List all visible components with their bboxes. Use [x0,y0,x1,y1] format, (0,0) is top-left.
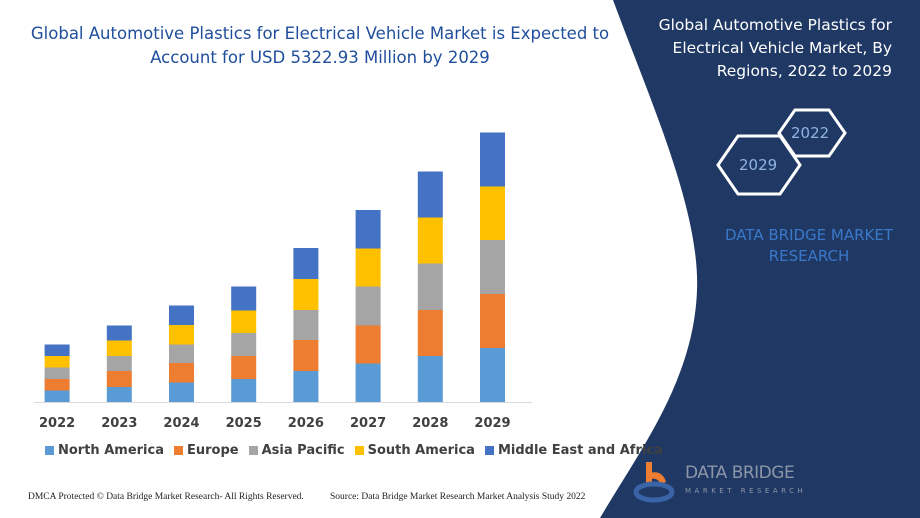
stacked-bar-chart: 2022 2023 2024 2025 2026 2027 2028 2029 [34,132,532,431]
footer-source: Source: Data Bridge Market Research Mark… [330,492,586,502]
bar-segment-2023-europe [106,371,132,387]
bar-segment-2026-middle-east-and-africa [293,248,319,279]
bar-segment-2029-asia-pacific [480,240,505,294]
bar-segment-2028-asia-pacific [417,263,443,310]
bar-segment-2024-north-america [169,382,194,402]
x-tick-label: 2023 [101,416,137,431]
bar-segment-2026-south-america [293,279,319,310]
bar-segment-2026-europe [293,340,319,371]
legend-label: Asia Pacific [261,443,345,458]
legend-swatch [45,446,54,455]
hexagon-2022 [777,108,847,158]
logo-subtitle: MARKET RESEARCH [685,487,807,495]
logo-name: DATA BRIDGE [685,463,795,483]
bar-segment-2022-south-america [44,356,70,368]
legend-item: Europe [174,443,239,458]
bar-segment-2022-europe [44,379,70,391]
footer-copyright: DMCA Protected © Data Bridge Market Rese… [28,492,304,502]
bar-segment-2025-north-america [231,379,257,402]
bar-segment-2024-asia-pacific [169,344,194,363]
bar-segment-2028-europe [417,310,443,356]
bar-segment-2023-asia-pacific [106,356,132,371]
bar-segment-2024-middle-east-and-africa [169,305,194,325]
bar-segment-2022-north-america [44,390,70,402]
legend-swatch [248,446,258,455]
hex-label-2029: 2029 [739,156,778,174]
page-title: Global Automotive Plastics for Electrica… [30,24,610,67]
x-tick-label: 2025 [226,416,262,431]
hex-label-2022: 2022 [791,124,830,142]
x-tick-label: 2022 [39,416,75,431]
legend-label: South America [367,443,475,458]
bar-segment-2027-south-america [355,248,381,287]
bar-segment-2027-europe [355,325,381,364]
bar-segment-2023-north-america [106,387,132,402]
bar-segment-2029-south-america [480,186,505,240]
bar-segment-2029-north-america [480,348,505,402]
legend-swatch [484,446,494,455]
bar-segment-2025-europe [231,356,257,379]
bar-segment-2025-south-america [231,310,257,333]
x-tick-label: 2029 [474,416,510,431]
x-tick-label: 2028 [412,416,448,431]
side-panel-title: Global Automotive Plastics for Electrica… [658,16,892,80]
bar-segment-2025-middle-east-and-africa [231,286,257,311]
legend-item: South America [354,443,475,458]
legend-swatch [174,446,183,455]
bar-segment-2025-asia-pacific [231,333,257,356]
bar-segment-2024-europe [169,363,194,383]
bar-segment-2029-middle-east-and-africa [480,132,505,187]
bar-segment-2026-north-america [293,371,319,402]
bar-segment-2022-asia-pacific [44,367,70,379]
hexagon-2029 [716,134,802,196]
bar-segment-2028-middle-east-and-africa [417,171,443,218]
legend-label: Middle East and Africa [497,443,663,458]
x-tick-label: 2027 [350,416,386,431]
legend-swatch [354,446,364,455]
legend-item: Asia Pacific [248,443,345,458]
bar-segment-2027-middle-east-and-africa [355,210,381,249]
bar-segment-2026-asia-pacific [293,310,319,340]
chart-legend: North America Europe Asia Pacific South Ame… [45,443,663,458]
bar-segment-2023-middle-east-and-africa [106,325,132,341]
side-panel-background [600,0,920,518]
bar-segment-2024-south-america [169,325,194,345]
bar-segment-2028-south-america [417,217,443,264]
bar-segment-2028-north-america [417,356,443,402]
legend-label: North America [58,443,164,458]
bar-segment-2029-europe [480,294,505,348]
data-bridge-logo-icon [633,462,675,503]
bar-segment-2027-asia-pacific [355,286,381,326]
legend-item: North America [45,443,164,458]
bar-segment-2023-south-america [106,340,132,356]
x-tick-label: 2026 [288,416,324,431]
x-tick-label: 2024 [163,416,199,431]
brand-text: DATA BRIDGE MARKET RESEARCH [724,226,894,265]
bar-segment-2027-north-america [355,363,381,402]
legend-label: Europe [187,443,239,458]
legend-item: Middle East and Africa [484,443,663,458]
bar-segment-2022-middle-east-and-africa [44,344,70,356]
